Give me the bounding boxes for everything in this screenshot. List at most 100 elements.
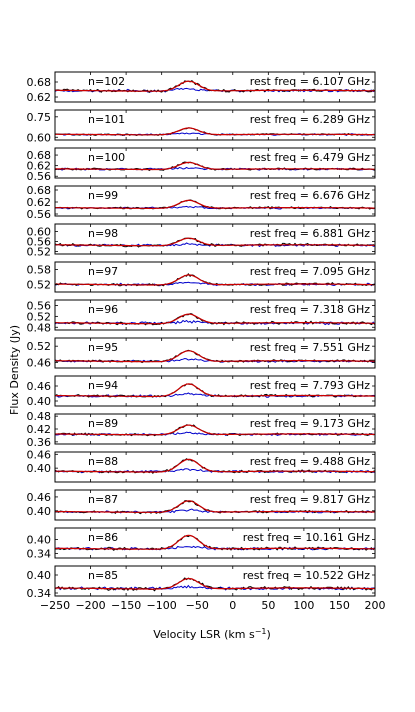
panel-frame [54,451,376,483]
panel-frequency-label: rest freq = 10.522 GHz [243,569,370,582]
y-tick-label: 0.40 [27,505,52,518]
y-tick-label: 0.48 [27,410,52,423]
fit-spectrum-line [55,237,375,247]
y-tick-label: 0.58 [27,264,52,277]
spectrum-panel: 0.62 0.68 n=102 rest freq = 6.107 GHz [27,71,376,104]
fit-spectrum-line [55,424,375,436]
fit-spectrum-line [55,274,375,286]
y-tick-label: 0.60 [27,131,52,144]
panel-transition-label: n=88 [88,455,118,468]
panel-transition-label: n=94 [88,379,118,392]
panel-frequency-label: rest freq = 9.173 GHz [250,417,370,430]
y-tick-label: 0.34 [27,587,52,600]
panel-transition-label: n=99 [88,189,118,202]
panel-frame [54,337,376,369]
panel-transition-label: n=96 [88,303,118,316]
y-tick-label: 0.68 [27,76,52,89]
panel-frame [54,489,376,521]
panel-frequency-label: rest freq = 6.289 GHz [250,113,370,126]
spectrum-panel: 0.400.46 n=87 rest freq = 9.817 GHz [27,489,376,521]
y-tick-label: 0.46 [27,380,52,393]
y-tick-label: 0.52 [27,340,52,353]
fit-spectrum-line [55,199,375,209]
y-tick-label: 0.48 [27,321,52,334]
fit-spectrum-line [55,577,375,590]
y-tick-label: 0.46 [27,448,52,461]
panel-transition-label: n=87 [88,493,118,506]
panel-frame [54,375,376,407]
panel-transition-label: n=86 [88,531,118,544]
panel-frame [54,565,376,597]
x-tick-label: 100 [293,599,314,612]
x-tick-label: 200 [365,599,386,612]
x-tick-label: −100 [147,599,177,612]
y-tick-label: 0.40 [27,569,52,582]
y-tick-label: 0.52 [27,279,52,292]
spectrum-panel: 0.400.46 n=88 rest freq = 9.488 GHz [27,448,376,483]
panel-frame [54,299,376,331]
panel-transition-label: n=101 [88,113,125,126]
fit-spectrum-line [55,313,375,325]
panel-frequency-label: rest freq = 7.551 GHz [250,341,370,354]
panel-transition-label: n=89 [88,417,118,430]
y-tick-label: 0.40 [27,534,52,547]
x-tick-label: −250 [40,599,70,612]
panel-transition-label: n=85 [88,569,118,582]
x-tick-label: −150 [111,599,141,612]
panel-frame [54,185,376,217]
panel-frequency-label: rest freq = 6.107 GHz [250,75,370,88]
panel-frame [54,71,376,103]
panel-transition-label: n=102 [88,75,125,88]
panel-frequency-label: rest freq = 10.161 GHz [243,531,370,544]
fit-spectrum-line [55,350,375,363]
spectrum-panel: 0.520.560.60 n=98 rest freq = 6.881 GHz [27,223,376,259]
y-tick-label: 0.56 [27,208,52,221]
y-tick-label: 0.56 [27,236,52,249]
spectrum-panel: 0.40 0.46 n=94 rest freq = 7.793 GHz [27,375,376,408]
y-tick-label: 0.56 [27,299,52,312]
spectrum-panel: 0.480.520.56 n=96 rest freq = 7.318 GHz [27,299,376,334]
x-tick-label: −200 [75,599,105,612]
y-tick-label: 0.42 [27,423,52,436]
panel-frame [54,223,376,255]
fit-spectrum-line [55,383,375,398]
spectrum-panel: 0.560.620.68 n=99 rest freq = 6.676 GHz [27,184,376,221]
y-tick-label: 0.62 [27,160,52,173]
y-tick-label: 0.68 [27,184,52,197]
panel-frequency-label: rest freq = 9.817 GHz [250,493,370,506]
panel-frequency-label: rest freq = 7.095 GHz [250,265,370,278]
panels-group: 0.620.68 n=102 rest freq = 6.107 GHz0.600.… [27,71,386,612]
spectrum-panel: 0.560.620.68 n=100 rest freq = 6.479 GHz [27,147,376,183]
y-tick-label: 0.46 [27,357,52,370]
spectrum-panel: 0.34 0.40 n=85 rest freq = 10.522 GHz −250 −2… [27,565,386,612]
y-tick-label: 0.40 [27,395,52,408]
panel-frequency-label: rest freq = 6.881 GHz [250,227,370,240]
fit-spectrum-line [55,161,375,171]
panel-frame [54,109,376,141]
panel-frequency-label: rest freq = 6.479 GHz [250,151,370,164]
y-axis-label: Flux Density (Jy) [8,325,21,415]
y-tick-label: 0.34 [27,547,52,560]
y-tick-label: 0.62 [27,196,52,209]
fit-spectrum-line [55,500,375,513]
spectrum-panel: 0.360.420.48 n=89 rest freq = 9.173 GHz [27,410,376,449]
panel-frequency-label: rest freq = 7.318 GHz [250,303,370,316]
panel-transition-label: n=100 [88,151,125,164]
y-tick-label: 0.60 [27,226,52,239]
x-tick-label: 50 [261,599,275,612]
panel-frame [54,147,376,179]
panel-frequency-label: rest freq = 9.488 GHz [250,455,370,468]
x-axis-label: Velocity LSR (km s−1) [153,627,271,641]
y-tick-label: 0.52 [27,246,52,259]
spectrum-panel: 0.52 0.58 n=97 rest freq = 7.095 GHz [27,261,376,293]
y-tick-label: 0.56 [27,170,52,183]
x-tick-label: 150 [329,599,350,612]
y-tick-label: 0.68 [27,149,52,162]
panel-frame [54,527,376,559]
y-tick-label: 0.46 [27,491,52,504]
fit-spectrum-line [55,458,375,473]
y-tick-label: 0.62 [27,91,52,104]
panel-transition-label: n=98 [88,227,118,240]
panel-frequency-label: rest freq = 6.676 GHz [250,189,370,202]
